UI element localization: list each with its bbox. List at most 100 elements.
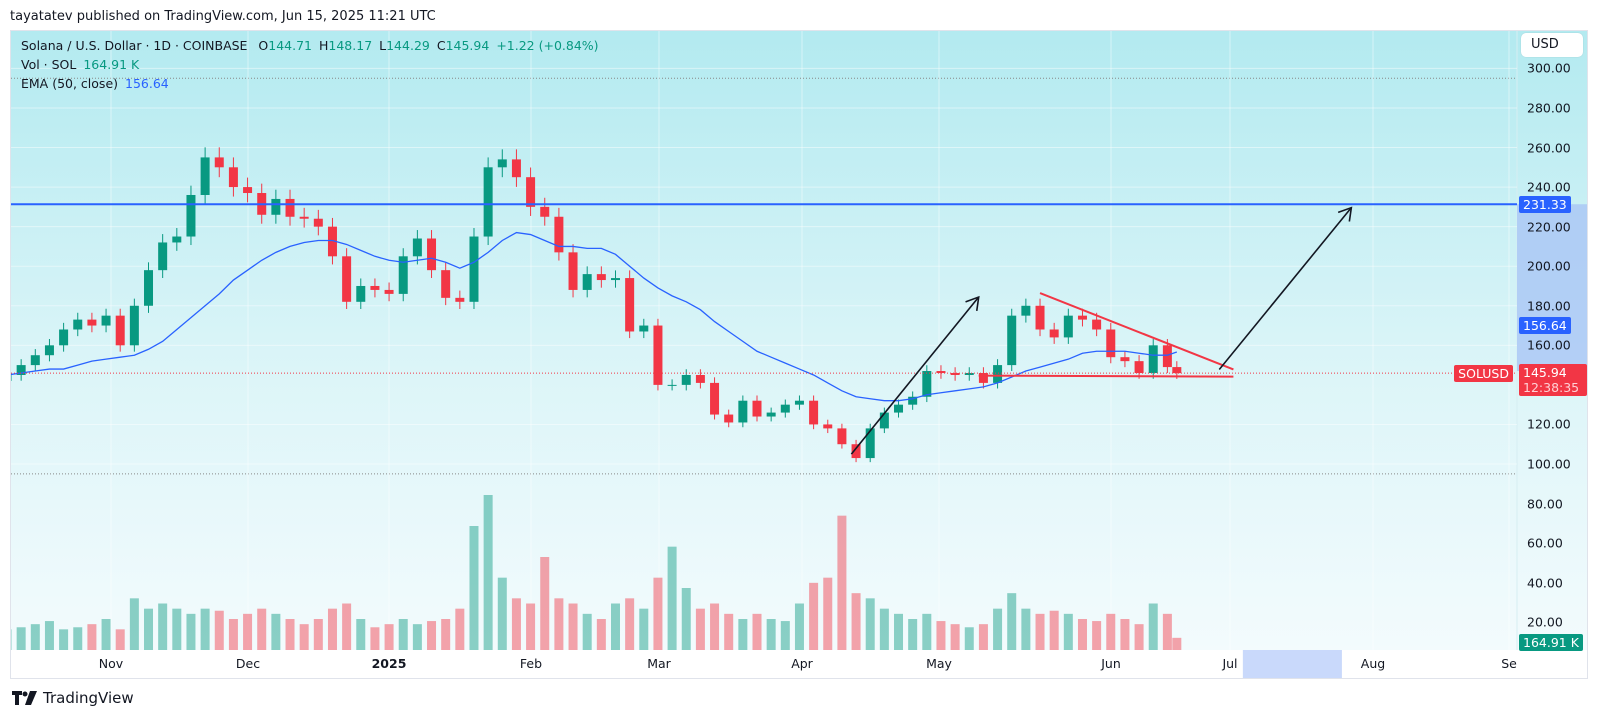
symbol-legend[interactable]: Solana / U.S. Dollar · 1D · COINBASE O14… <box>21 38 602 53</box>
time-tick-label: Jul <box>1222 656 1238 671</box>
volume-bar <box>922 613 932 650</box>
volume-bar <box>271 613 281 650</box>
candle-body <box>511 159 521 178</box>
volume-bar <box>837 515 847 650</box>
candle-body <box>469 236 479 302</box>
candle-body <box>228 167 238 188</box>
candle-body <box>894 404 904 413</box>
volume-bar <box>87 624 97 650</box>
volume-bar <box>1172 637 1182 650</box>
volume-bar <box>752 613 762 650</box>
price-tick-label: 20.00 <box>1527 614 1563 630</box>
candle-body <box>144 270 154 306</box>
candle-body <box>568 252 578 290</box>
time-tick-label: Mar <box>647 656 671 671</box>
volume-bar <box>44 621 54 650</box>
candle-body <box>1021 305 1031 316</box>
volume-bar <box>1007 593 1017 650</box>
volume-bar <box>186 613 196 650</box>
candle-body <box>540 206 550 217</box>
candle-body <box>1106 329 1116 358</box>
time-range-highlight <box>1242 650 1342 678</box>
volume-bar <box>172 608 182 650</box>
candle-body <box>766 412 776 417</box>
volume-bar <box>1021 608 1031 650</box>
tradingview-logo[interactable]: TradingView <box>12 689 134 707</box>
candle-body <box>172 236 182 243</box>
price-tick-label: 280.00 <box>1527 100 1571 116</box>
volume-bar <box>455 608 465 650</box>
candle-body <box>780 404 790 413</box>
volume-bar <box>384 624 394 650</box>
low-label: L <box>379 38 387 53</box>
candle-body <box>809 400 819 425</box>
trendline <box>978 374 1234 378</box>
candle-body <box>1035 305 1045 330</box>
price-tick-label: 160.00 <box>1527 337 1571 353</box>
chart-canvas[interactable] <box>11 31 1588 679</box>
volume-bar <box>554 598 564 650</box>
time-tick-label: Apr <box>791 656 813 671</box>
volume-bar <box>16 627 26 650</box>
volume-bar <box>398 619 408 650</box>
candle-body <box>1134 361 1144 374</box>
candle-body <box>526 177 536 207</box>
volume-bar <box>610 603 620 650</box>
candle-body <box>964 373 974 375</box>
last-price-tag: 145.94 12:38:35 <box>1519 364 1587 397</box>
volume-bar <box>1049 610 1059 650</box>
time-tick-label: Aug <box>1360 656 1386 671</box>
arrow-head-icon <box>965 295 980 312</box>
price-tick-label: 100.00 <box>1527 456 1571 472</box>
volume-bar <box>823 577 833 650</box>
candle-body <box>695 374 705 383</box>
candle-body <box>667 384 677 386</box>
volume-bar <box>1134 624 1144 650</box>
arrow-line <box>850 296 980 455</box>
ema-legend[interactable]: EMA (50, close) 156.64 <box>21 76 172 91</box>
candle-body <box>271 198 281 215</box>
volume-legend[interactable]: Vol · SOL 164.91 K <box>21 57 142 72</box>
candle-body <box>87 319 97 326</box>
change-value: +1.22 (+0.84%) <box>496 38 599 53</box>
candle-body <box>936 371 946 374</box>
volume-bar <box>936 621 946 650</box>
symbol-title: Solana / U.S. Dollar · 1D · COINBASE <box>21 38 248 53</box>
candle-body <box>158 242 168 271</box>
candle-body <box>879 412 889 429</box>
volume-bar <box>285 619 295 650</box>
volume-bar <box>1092 621 1102 650</box>
volume-bar <box>243 613 253 650</box>
level-price-tag: 231.33 <box>1519 195 1571 213</box>
candle-body <box>186 194 196 237</box>
candle-body <box>681 374 691 385</box>
time-tick-label: 2025 <box>371 656 407 671</box>
volume-label: Vol · SOL <box>21 57 77 72</box>
price-tick-label: 260.00 <box>1527 140 1571 156</box>
candle-body <box>356 285 366 302</box>
candle-body <box>625 278 635 332</box>
candle-body <box>370 285 380 290</box>
candle-body <box>200 157 210 195</box>
candle-body <box>412 238 422 257</box>
volume-bar <box>582 613 592 650</box>
volume-bar <box>483 495 493 650</box>
candle-body <box>1049 329 1059 338</box>
high-label: H <box>319 38 329 53</box>
candle-body <box>1162 345 1172 368</box>
candle-body <box>441 270 451 298</box>
volume-bar <box>964 627 974 650</box>
volume-bar <box>526 603 536 650</box>
currency-button[interactable]: USD <box>1521 33 1583 57</box>
candle-body <box>427 238 437 271</box>
volume-bar <box>879 608 889 650</box>
price-tick-label: 240.00 <box>1527 179 1571 195</box>
price-tick-label: 300.00 <box>1527 60 1571 76</box>
volume-bar <box>809 582 819 650</box>
time-tick-label: Feb <box>519 656 543 671</box>
chart-frame[interactable]: Solana / U.S. Dollar · 1D · COINBASE O14… <box>10 30 1588 679</box>
volume-bar <box>568 603 578 650</box>
candle-body <box>738 400 748 423</box>
volume-bar <box>978 624 988 650</box>
volume-bar <box>1035 613 1045 650</box>
